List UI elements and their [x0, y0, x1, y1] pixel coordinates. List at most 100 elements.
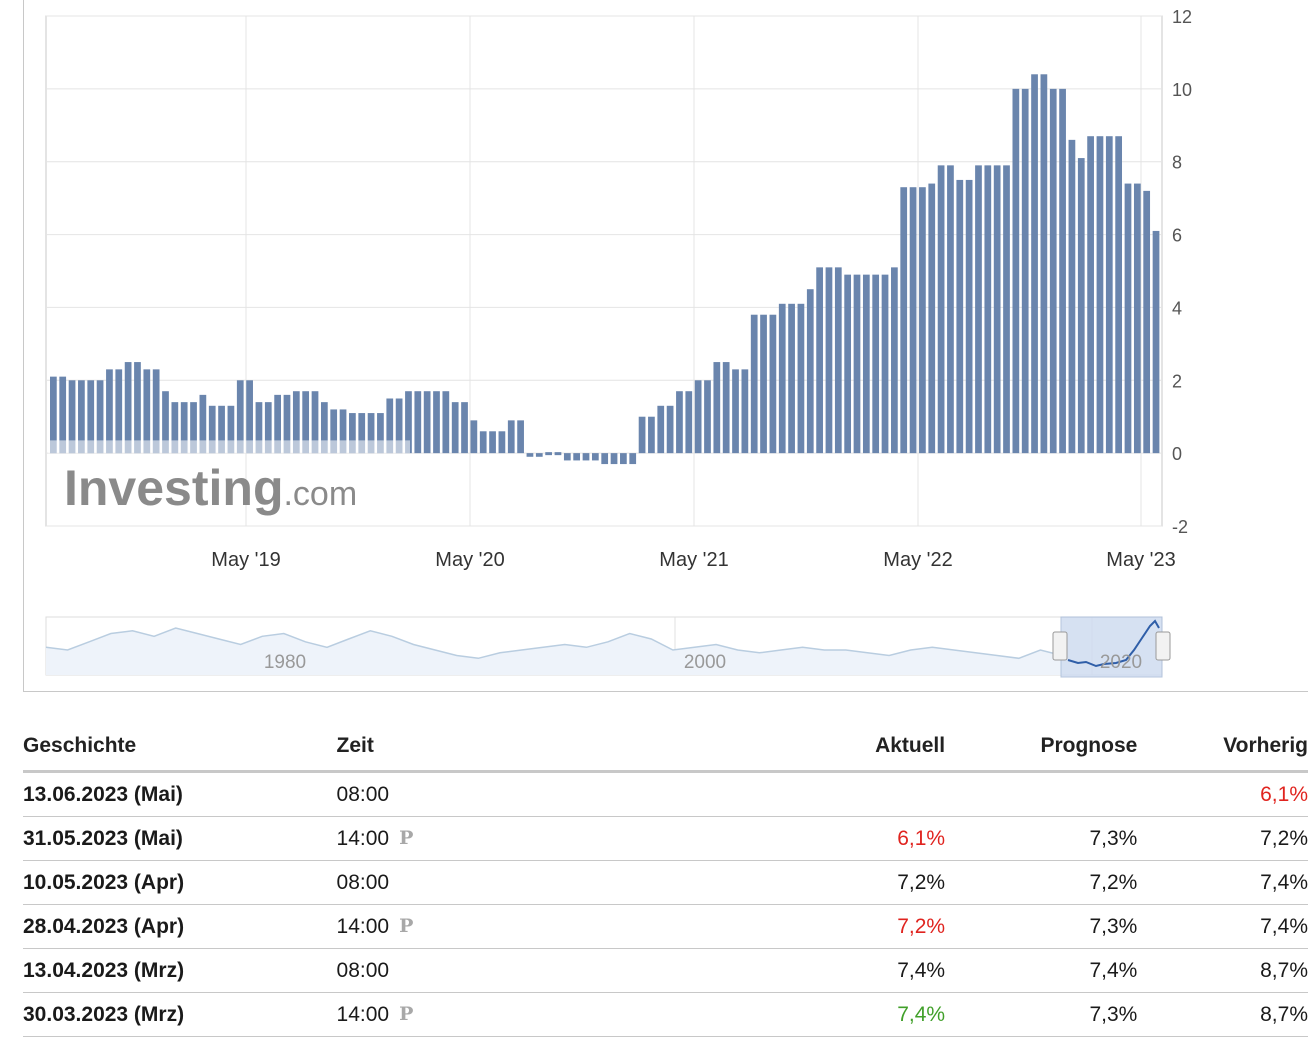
row-date: 28.04.2023 (Apr) [23, 904, 337, 949]
row-previous-value: 8,7% [1260, 1002, 1308, 1026]
row-previous: 8,7% [1137, 948, 1308, 993]
row-time-value: 14:00 [336, 1002, 390, 1026]
bar [872, 274, 880, 454]
bar [526, 453, 534, 457]
row-date-value: 31.05.2023 (Mai) [23, 826, 183, 850]
row-previous: 6,1% [1137, 771, 1308, 817]
bar [349, 413, 356, 454]
bar [162, 391, 169, 454]
bar [657, 405, 665, 454]
bar [750, 314, 758, 454]
row-forecast-value: 7,3% [1089, 826, 1138, 850]
bar [975, 165, 982, 454]
row-previous: 7,4% [1137, 904, 1308, 949]
bar [629, 453, 637, 465]
bar [947, 165, 954, 454]
row-previous-value: 7,4% [1260, 914, 1308, 938]
bar [694, 380, 702, 454]
bar [479, 431, 487, 454]
bar [171, 402, 179, 454]
bar [330, 409, 338, 454]
table-header-row: Geschichte Zeit Aktuell Prognose Vorheri… [23, 722, 1308, 773]
bar [862, 274, 870, 454]
bar [320, 402, 328, 454]
row-time-value: 14:00 [336, 914, 390, 938]
navigator-handle-left[interactable] [1052, 631, 1068, 661]
bar [919, 187, 926, 454]
bar [227, 405, 235, 454]
row-time: 08:00 [336, 771, 645, 817]
navigator-handle-right[interactable] [1155, 631, 1171, 661]
x-tick-label: May '22 [883, 549, 952, 571]
bar [984, 165, 992, 454]
navigator-year-label: 2020 [1100, 652, 1142, 673]
row-forecast [945, 771, 1138, 817]
bar [507, 420, 515, 454]
bar [648, 416, 655, 454]
row-time-value: 08:00 [336, 958, 390, 982]
bar [722, 362, 730, 454]
bar [844, 274, 852, 454]
bar [405, 391, 412, 454]
navigator-selected-line [1067, 619, 1160, 668]
bar [909, 187, 917, 454]
bar [563, 453, 571, 461]
bar [816, 267, 823, 454]
bar [1115, 136, 1123, 454]
bar [451, 402, 459, 454]
table-row: 10.05.2023 (Apr) 08:00 7,2% 7,2% 7,4% [23, 860, 1308, 905]
row-actual: 7,2% [644, 860, 946, 905]
bar [1012, 88, 1020, 454]
row-date: 31.05.2023 (Mai) [23, 816, 337, 861]
navigator-year-label: 1980 [264, 652, 306, 673]
bar [517, 420, 524, 454]
bar [704, 380, 711, 454]
row-date-value: 28.04.2023 (Apr) [23, 914, 185, 938]
bar [573, 453, 581, 461]
chart-panel: Investing.com 12 10 8 6 4 2 0 -2 May '19 May '20 Ma… [23, 0, 1308, 692]
row-date-value: 13.06.2023 (Mai) [23, 782, 183, 806]
bar [377, 413, 384, 454]
bar [59, 376, 67, 454]
y-tick-label: 6 [1172, 226, 1182, 246]
row-actual: 6,1% [644, 816, 946, 861]
bar [891, 267, 898, 454]
bar [358, 413, 366, 454]
bar [601, 453, 609, 465]
preliminary-icon[interactable]: P [399, 914, 414, 937]
bar [246, 380, 253, 454]
row-actual: 7,4% [644, 992, 946, 1037]
preliminary-icon[interactable]: P [399, 1002, 414, 1025]
bar [367, 413, 375, 454]
bar [489, 431, 496, 454]
bar [115, 369, 123, 454]
bar [965, 179, 973, 454]
row-time-value: 08:00 [336, 870, 390, 894]
bar [554, 452, 562, 456]
bar [676, 391, 683, 454]
row-forecast: 7,4% [945, 948, 1138, 993]
row-forecast: 7,3% [945, 816, 1138, 861]
bar [152, 369, 160, 454]
y-tick-label: 0 [1172, 444, 1182, 464]
row-actual-value: 7,2% [897, 914, 946, 938]
bar [797, 303, 805, 454]
row-time: 14:00 P [336, 904, 645, 949]
row-actual-value: 7,4% [897, 958, 946, 982]
y-tick-label: 2 [1172, 371, 1182, 391]
bar [395, 398, 403, 454]
x-tick-label: May '23 [1106, 549, 1175, 571]
row-previous: 8,7% [1137, 992, 1308, 1037]
bar [1021, 88, 1029, 454]
bar [788, 303, 795, 454]
x-tick-label: May '19 [211, 549, 280, 571]
bar [461, 402, 468, 454]
row-actual-value: 7,2% [897, 870, 946, 894]
bar [386, 398, 394, 454]
row-forecast-value: 7,4% [1089, 958, 1138, 982]
bar [806, 289, 814, 454]
preliminary-icon[interactable]: P [399, 826, 414, 849]
bar [264, 402, 272, 454]
bar [255, 402, 263, 454]
bar [208, 405, 216, 454]
